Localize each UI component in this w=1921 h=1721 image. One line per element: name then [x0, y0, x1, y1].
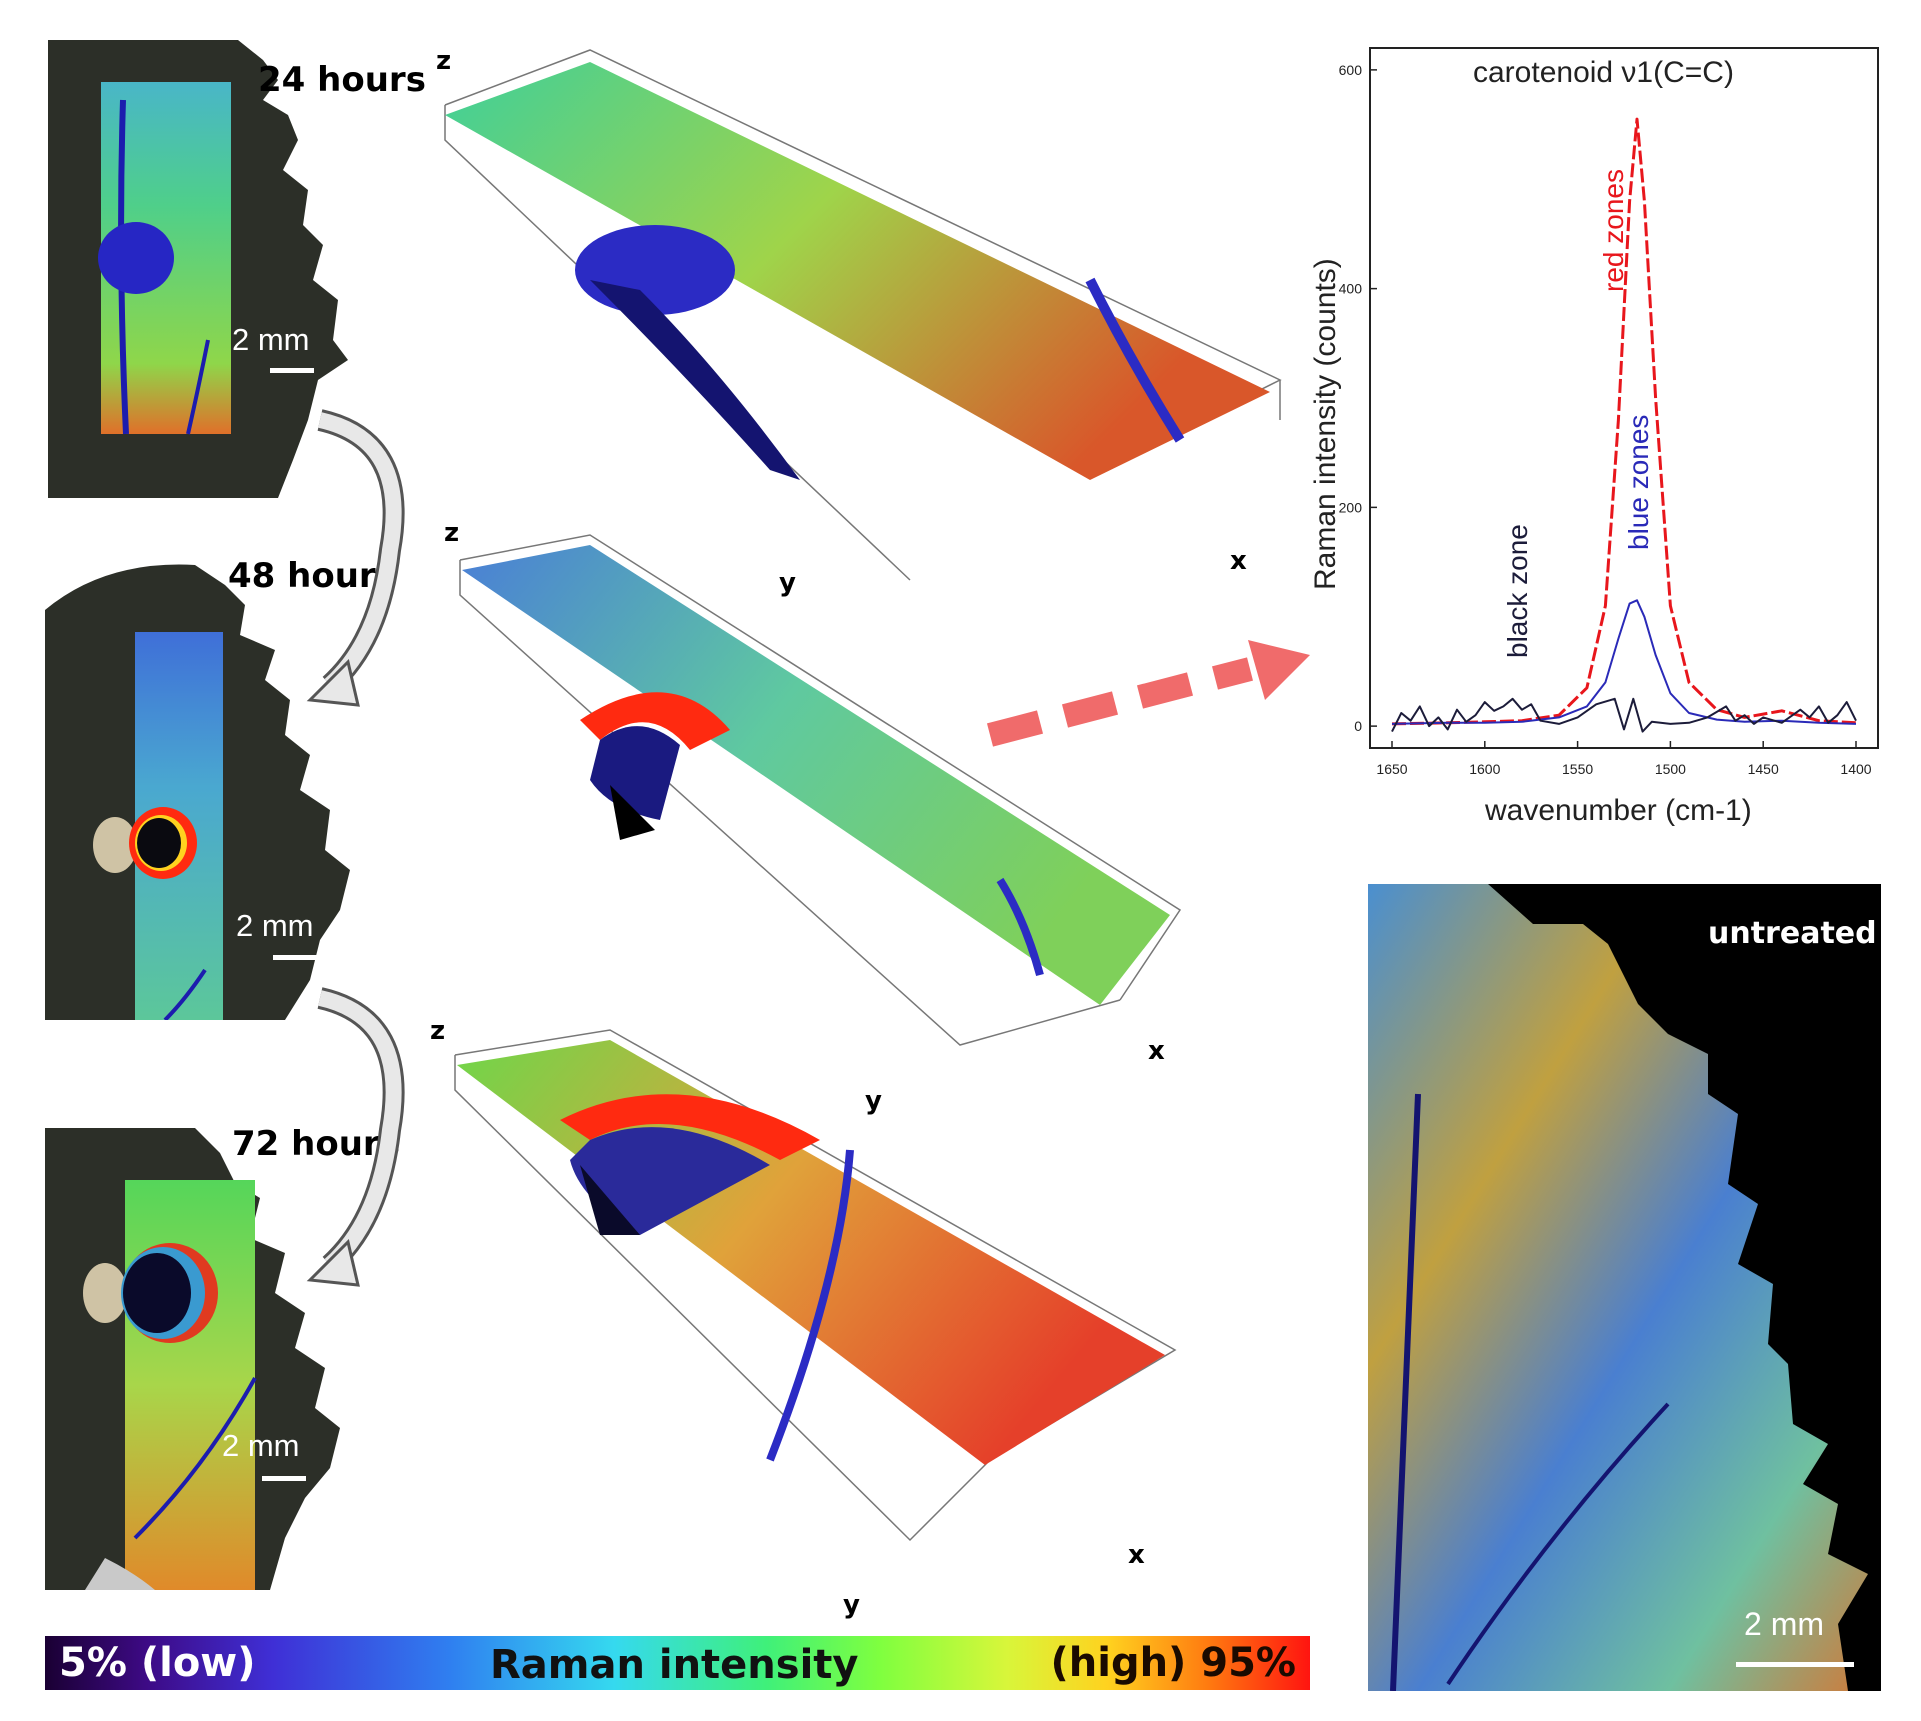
x-axis-ticks: 1650 1600 1550 1500 1450 1400 [1376, 741, 1872, 777]
timepoint-label-24h: 24 hours [258, 60, 426, 100]
y-tick-label: 200 [1339, 499, 1363, 515]
leaf-photo-24h [48, 40, 353, 498]
blue-zones-annotation: blue zones [1623, 415, 1654, 550]
leaf-24h-graphic [48, 40, 348, 498]
leaf-72h-graphic [45, 1128, 340, 1590]
y-tick-label: 0 [1354, 718, 1362, 734]
x-tick-label: 1450 [1748, 761, 1779, 777]
untreated-label: untreated [1708, 916, 1877, 951]
surface-plots [444, 49, 1282, 1542]
leaf-photo-72h [45, 1128, 355, 1590]
scale-bar-48h [273, 955, 317, 960]
black-zone-annotation: black zone [1502, 524, 1533, 658]
plot1-z-axis-label: z [436, 46, 452, 76]
timeline-arrows [306, 409, 405, 1287]
raman-intensity-colorbar: 5% (low) Raman intensity (high) 95% [45, 1636, 1310, 1690]
untreated-leaf-map: untreated 2 mm [1368, 884, 1881, 1691]
timepoint-label-48h: 48 hours [228, 556, 396, 596]
leaf-photo-48h [45, 560, 365, 1020]
scale-bar-72h [262, 1476, 306, 1481]
raman-spectrum-chart: 0 200 400 600 1650 1600 1550 1500 1450 1400 caro… [1309, 47, 1879, 827]
colorbar-high-label: (high) 95% [1050, 1640, 1296, 1686]
plot2-x-axis-label: x [1148, 1036, 1165, 1066]
surface-plot-72h [454, 1029, 1177, 1542]
y-tick-label: 400 [1339, 281, 1363, 297]
series-line-red-zones [1391, 117, 1857, 726]
untreated-scale-label: 2 mm [1744, 1606, 1824, 1642]
plot3-z-axis-label: z [430, 1016, 446, 1046]
plot1-x-axis-label: x [1230, 546, 1247, 576]
y-axis-title: Raman intensity (counts) [1309, 258, 1342, 590]
x-tick-label: 1400 [1840, 761, 1871, 777]
y-tick-label: 600 [1339, 62, 1363, 78]
x-tick-label: 1500 [1655, 761, 1686, 777]
series-line-black-zone [1391, 697, 1857, 733]
untreated-leaf-graphic [1368, 884, 1868, 1691]
surface-plot-48h [459, 534, 1182, 1046]
plot3-x-axis-label: x [1128, 1540, 1145, 1570]
x-tick-label: 1650 [1376, 761, 1407, 777]
curved-arrow-icon [306, 987, 405, 1287]
surface-plot-24h [444, 49, 1282, 581]
series-line-blue-zones [1391, 599, 1857, 725]
leaf-48h-graphic [45, 564, 350, 1020]
plot3-y-axis-label: y [843, 1590, 860, 1620]
scale-bar-24h [270, 368, 314, 373]
x-tick-label: 1600 [1469, 761, 1500, 777]
untreated-scale-bar [1736, 1662, 1854, 1667]
x-axis-title: wavenumber (cm-1) [1484, 794, 1752, 827]
spectrum-lines [1391, 117, 1857, 733]
colorbar-low-label: 5% (low) [59, 1640, 256, 1686]
y-axis-ticks: 0 200 400 600 [1339, 62, 1377, 734]
dashed-arrow-icon [986, 640, 1310, 747]
plot1-y-axis-label: y [779, 568, 796, 598]
timepoint-label-72h: 72 hours [232, 1124, 400, 1164]
colorbar-title: Raman intensity [490, 1642, 859, 1688]
curved-arrow-icon [306, 409, 405, 707]
red-zones-annotation: red zones [1598, 169, 1629, 292]
plot2-z-axis-label: z [444, 518, 460, 548]
chart-title: carotenoid ν1(C=C) [1473, 56, 1734, 89]
scale-label-24h: 2 mm [232, 322, 310, 357]
plot2-y-axis-label: y [865, 1086, 882, 1116]
scale-label-72h: 2 mm [222, 1428, 300, 1463]
plot-frame [1369, 47, 1879, 749]
x-tick-label: 1550 [1562, 761, 1593, 777]
scale-label-48h: 2 mm [236, 908, 314, 943]
